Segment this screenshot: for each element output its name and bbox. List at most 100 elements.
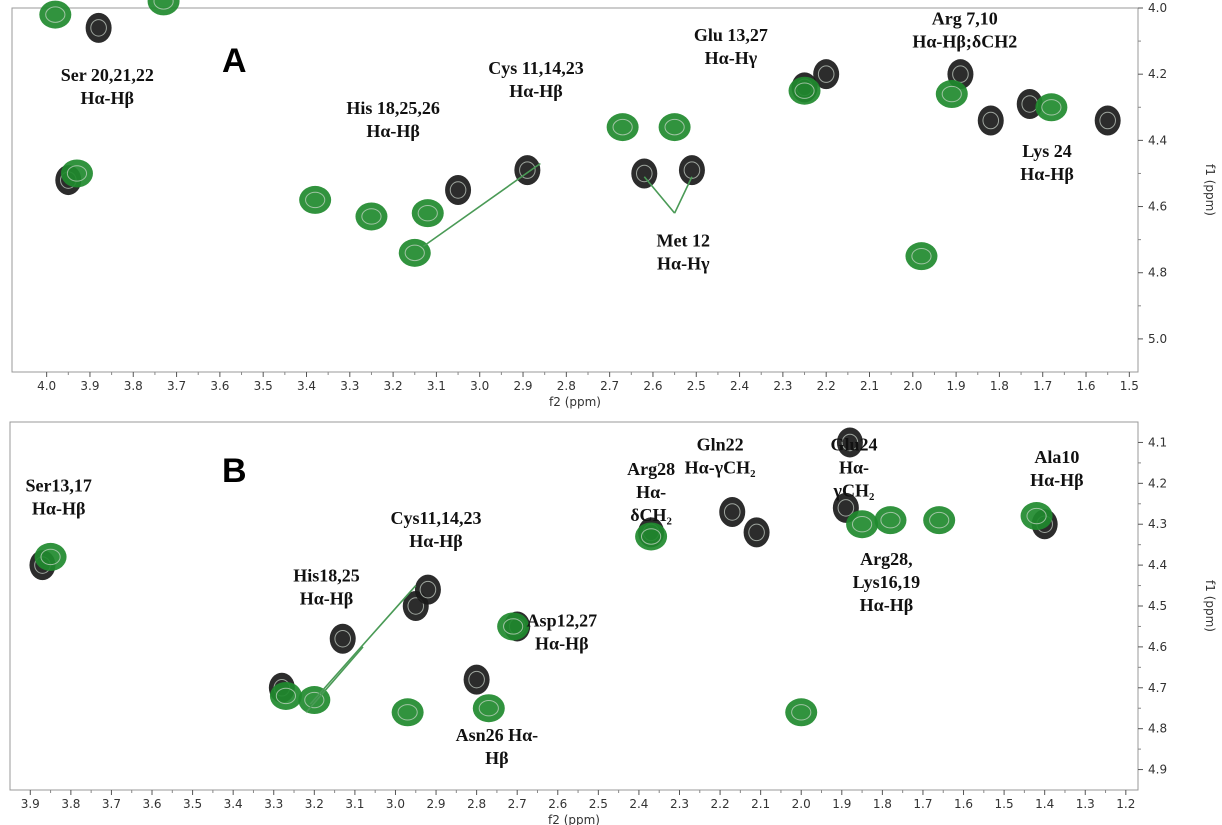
- peak-black: [445, 175, 472, 205]
- annotation-line: Asn26 Hα-: [456, 725, 539, 745]
- peak-contour-inner: [45, 6, 66, 23]
- peak-contour-inner: [153, 0, 174, 10]
- peak-green: [1020, 502, 1053, 531]
- peak-contour-outer: [391, 698, 424, 727]
- x-tick-label: 3.6: [210, 379, 229, 393]
- x-tick-label: 1.8: [873, 797, 892, 811]
- x-tick-label: 2.7: [600, 379, 619, 393]
- peak-annotation: Glu 13,27 Hα-Hγ: [694, 25, 768, 68]
- peak-contour-inner: [640, 528, 662, 545]
- x-tick-label: 3.1: [427, 379, 446, 393]
- y-tick-label: 4.8: [1148, 266, 1167, 280]
- annotation-line: δCH₂: [630, 505, 672, 525]
- peak-annotation: Lys 24 Hα-Hβ: [1020, 141, 1074, 184]
- peak-contour-inner: [748, 523, 765, 542]
- annotation-line: Hα-Hβ: [509, 81, 563, 101]
- peak-contour-outer: [147, 0, 180, 16]
- x-tick-label: 2.2: [711, 797, 730, 811]
- peak-black: [514, 155, 541, 186]
- peak-green: [497, 612, 530, 641]
- annotation-line: Hβ: [485, 748, 508, 768]
- y-tick-label: 4.4: [1148, 558, 1167, 572]
- x-tick-label: 3.9: [21, 797, 40, 811]
- x-tick-label: 3.1: [345, 797, 364, 811]
- peak-annotation: Gln22 Hα-γCH₂: [685, 435, 756, 478]
- annotation-line: Gln22: [697, 435, 744, 455]
- peak-green: [658, 113, 691, 142]
- x-tick-label: 2.9: [513, 379, 532, 393]
- peak-contour-inner: [404, 244, 425, 262]
- peak-contour-inner: [664, 118, 685, 136]
- peak-annotation: Ala10 Hα-Hβ: [1030, 447, 1084, 490]
- peak-green: [398, 238, 431, 267]
- x-axis-title: f2 (ppm): [549, 395, 601, 409]
- peak-contour-inner: [334, 629, 352, 648]
- annotation-line: Hα-Hβ: [860, 595, 914, 615]
- y-tick-label: 4.1: [1148, 435, 1167, 449]
- peak-contour-inner: [417, 204, 438, 222]
- peak-green: [34, 542, 67, 571]
- x-tick-label: 3.5: [254, 379, 273, 393]
- x-tick-label: 1.3: [1076, 797, 1095, 811]
- peak-contour-outer: [1035, 93, 1068, 122]
- peak-contour-outer: [874, 506, 907, 535]
- peak-black: [329, 623, 356, 654]
- x-tick-label: 2.0: [792, 797, 811, 811]
- peak-green: [269, 681, 302, 710]
- peak-contour-outer: [606, 113, 639, 142]
- peak-contour-inner: [304, 691, 325, 709]
- y-tick-label: 4.0: [1148, 1, 1167, 15]
- y-tick-label: 4.9: [1148, 763, 1167, 777]
- peak-contour-outer: [836, 427, 863, 458]
- peak-black: [463, 664, 490, 695]
- peak-contour-inner: [40, 548, 61, 566]
- panel-letter: B: [222, 452, 247, 490]
- annotation-line: His 18,25,26: [346, 98, 440, 118]
- peak-contour-inner: [449, 181, 467, 199]
- annotation-line: Hα-Hγ: [705, 48, 758, 68]
- annotation-line: Asp12,27: [527, 610, 598, 630]
- peak-contour-inner: [880, 511, 901, 529]
- peak-contour-outer: [445, 175, 472, 205]
- peak-annotation: Met 12 Hα-Hγ: [657, 230, 711, 273]
- peak-contour-inner: [519, 161, 536, 179]
- y-tick-label: 4.5: [1148, 599, 1167, 613]
- peak-contour-inner: [794, 82, 815, 99]
- peak-contour-outer: [472, 694, 505, 723]
- y-tick-label: 4.2: [1148, 476, 1167, 490]
- peak-contour-outer: [329, 623, 356, 654]
- peak-contour-outer: [463, 664, 490, 695]
- assignment-arrow: [305, 646, 364, 713]
- peak-black: [813, 59, 840, 90]
- peak-black: [678, 155, 705, 186]
- y-tick-label: 4.6: [1148, 640, 1167, 654]
- x-tick-label: 3.7: [102, 797, 121, 811]
- peak-contour-outer: [355, 202, 388, 231]
- peak-green: [391, 698, 424, 727]
- assignment-arrow: [309, 585, 417, 705]
- peak-black: [719, 496, 746, 527]
- y-tick-label: 4.7: [1148, 681, 1167, 695]
- peak-annotation: His18,25 Hα-Hβ: [293, 565, 360, 608]
- x-tick-label: 2.3: [773, 379, 792, 393]
- annotation-line: Hα-Hβ;δCH2: [912, 32, 1017, 52]
- assignment-arrow: [422, 162, 541, 247]
- peak-green: [905, 242, 938, 271]
- peak-green: [935, 80, 968, 109]
- peak-green: [1035, 93, 1068, 122]
- peak-contour-inner: [305, 191, 326, 209]
- peak-green: [785, 698, 818, 727]
- peak-contour-outer: [497, 612, 530, 641]
- peak-contour-inner: [468, 670, 485, 689]
- annotation-line: Hα-Hβ: [32, 499, 86, 519]
- peak-contour-outer: [39, 0, 72, 29]
- plot-frame: [9, 421, 1139, 791]
- annotation-line: Lys16,19: [853, 572, 921, 592]
- annotation-line: His18,25: [293, 565, 360, 585]
- series-green: [34, 502, 1053, 727]
- peak-black: [836, 427, 863, 458]
- peak-contour-outer: [411, 199, 444, 228]
- annotation-line: Glu 13,27: [694, 25, 768, 45]
- annotation-line: Ser13,17: [25, 476, 92, 496]
- peak-annotation: His 18,25,26 Hα-Hβ: [346, 98, 440, 141]
